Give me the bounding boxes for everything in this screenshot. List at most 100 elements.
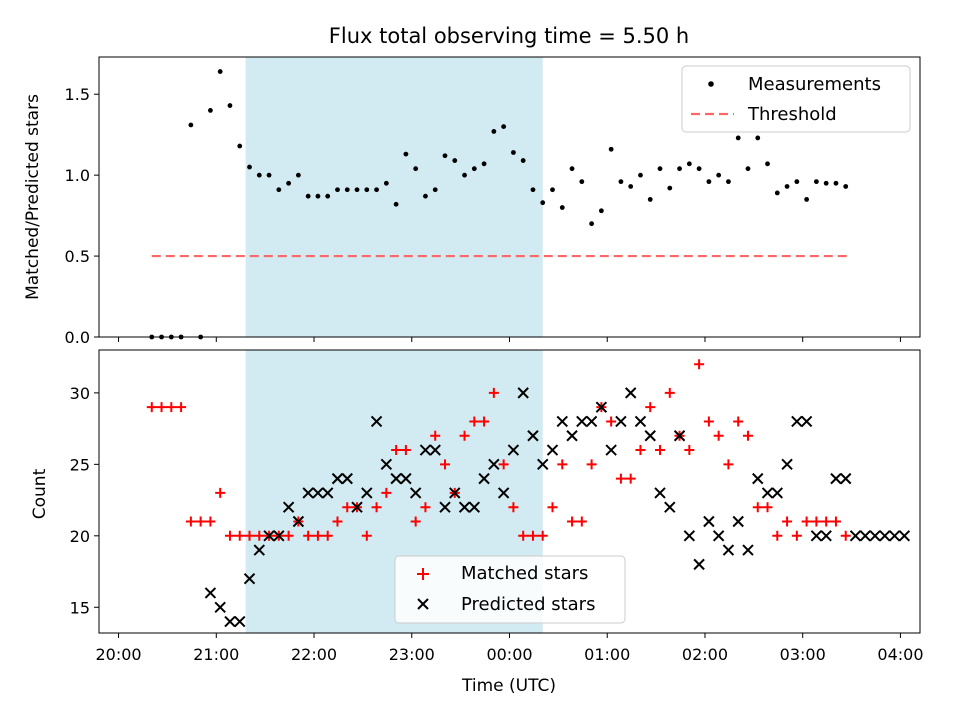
measurement-point	[335, 187, 340, 193]
measurement-point	[217, 69, 223, 74]
predicted-star-point	[595, 401, 608, 413]
measurement-point	[511, 150, 516, 155]
measurement-point	[735, 135, 741, 141]
measurement-point	[794, 179, 800, 185]
matched-star-point	[332, 516, 343, 527]
matched-star-point	[664, 387, 675, 398]
top-y-ticks: 0.0 0.5 1.0 1.5	[65, 85, 99, 347]
predicted-star-point	[419, 444, 432, 456]
matched-star-point	[400, 445, 411, 456]
measurement-point	[657, 166, 663, 172]
x-tick-label: 23:00	[389, 645, 435, 664]
predicted-star-point	[830, 472, 842, 485]
matched-star-point	[234, 530, 245, 541]
measurement-point	[589, 221, 594, 227]
predicted-star-point	[263, 530, 275, 542]
predicted-star-point	[214, 601, 226, 613]
matched-star-point	[635, 445, 646, 456]
measurement-point	[774, 190, 780, 196]
measurement-point	[403, 151, 409, 157]
matched-star-point	[703, 416, 714, 427]
matched-star-point	[479, 416, 490, 427]
matched-star-point	[801, 516, 812, 527]
matched-star-point	[537, 530, 548, 541]
matched-star-point	[498, 459, 509, 470]
measurement-point	[765, 161, 770, 167]
matched-star-point	[752, 502, 763, 513]
measurement-point	[237, 143, 243, 149]
matched-star-point	[420, 502, 431, 513]
predicted-star-point	[390, 472, 402, 485]
measurement-point	[638, 172, 643, 178]
measurement-point	[559, 205, 565, 210]
predicted-star-point	[654, 487, 666, 499]
predicted-star-point	[409, 487, 422, 499]
matched-star-point	[772, 530, 783, 541]
bottom-y-tick-label: 30	[70, 384, 90, 403]
measurement-point	[227, 103, 233, 108]
predicted-star-point	[742, 544, 754, 556]
x-tick-label: 22:00	[291, 645, 337, 664]
matched-star-point	[713, 430, 724, 441]
matched-star-point	[655, 445, 666, 456]
x-tick-label: 21:00	[193, 645, 239, 664]
legend-matched-label: Matched stars	[461, 563, 588, 584]
measurement-point	[598, 208, 604, 214]
predicted-star-point	[761, 487, 774, 499]
legend-measurements-label: Measurements	[748, 74, 881, 95]
predicted-star-point	[849, 530, 862, 542]
measurement-point	[804, 197, 810, 202]
bottom-axes-frame	[98, 349, 921, 634]
measurement-point	[628, 184, 634, 189]
predicted-star-point	[605, 444, 617, 456]
predicted-star-point	[507, 444, 520, 456]
predicted-star-point	[312, 487, 324, 499]
matched-star-point	[567, 516, 578, 527]
predicted-star-point	[703, 515, 715, 528]
measurement-point	[608, 146, 614, 152]
x-tick-label: 01:00	[584, 645, 630, 664]
measurement-point	[364, 187, 370, 193]
matched-star-point	[811, 516, 822, 527]
predicted-star-point	[497, 487, 510, 499]
measurement-point	[491, 129, 497, 134]
predicted-star-point	[234, 615, 246, 628]
bottom-y-tick-label: 20	[70, 527, 90, 546]
top-shaded-region	[245, 57, 543, 337]
measurement-point	[667, 185, 673, 191]
measurement-point	[755, 135, 761, 141]
measurement-point	[413, 166, 419, 172]
matched-star-point	[195, 516, 206, 527]
measurement-point	[383, 180, 389, 186]
predicted-star-point	[673, 430, 686, 442]
measurement-point	[188, 122, 194, 128]
measurement-point	[393, 201, 399, 207]
matched-star-point	[518, 530, 529, 541]
x-tick-label: 03:00	[780, 645, 826, 664]
matched-star-point	[645, 402, 656, 413]
predicted-star-point	[243, 572, 256, 585]
matched-star-point	[410, 516, 421, 527]
measurement-point	[256, 172, 262, 178]
predicted-star-point	[576, 415, 588, 428]
predicted-star-point	[722, 544, 735, 556]
matched-star-point	[557, 459, 568, 470]
predicted-star-point	[488, 458, 500, 471]
measurement-point	[305, 193, 311, 199]
measurement-point	[823, 180, 829, 186]
top-axes-frame	[98, 56, 921, 338]
bottom-panel: 15 20 25 30 20:00 21:00 22:00 23:00 00:00 01:00 0…	[30, 349, 924, 696]
measurement-point	[471, 166, 477, 172]
bottom-y-tick-label: 25	[70, 455, 90, 474]
predicted-star-point	[527, 430, 539, 442]
measurement-point	[706, 179, 712, 185]
chart-title: Flux total observing time = 5.50 h	[329, 24, 689, 48]
predicted-star-point	[478, 472, 490, 485]
matched-star-point	[215, 487, 226, 498]
bottom-y-ticks: 15 20 25 30	[70, 384, 99, 617]
predicted-star-point	[566, 430, 578, 442]
matched-star-point	[606, 416, 617, 427]
measurement-point	[462, 172, 467, 178]
measurement-point	[520, 158, 526, 163]
measurement-point	[745, 166, 751, 172]
